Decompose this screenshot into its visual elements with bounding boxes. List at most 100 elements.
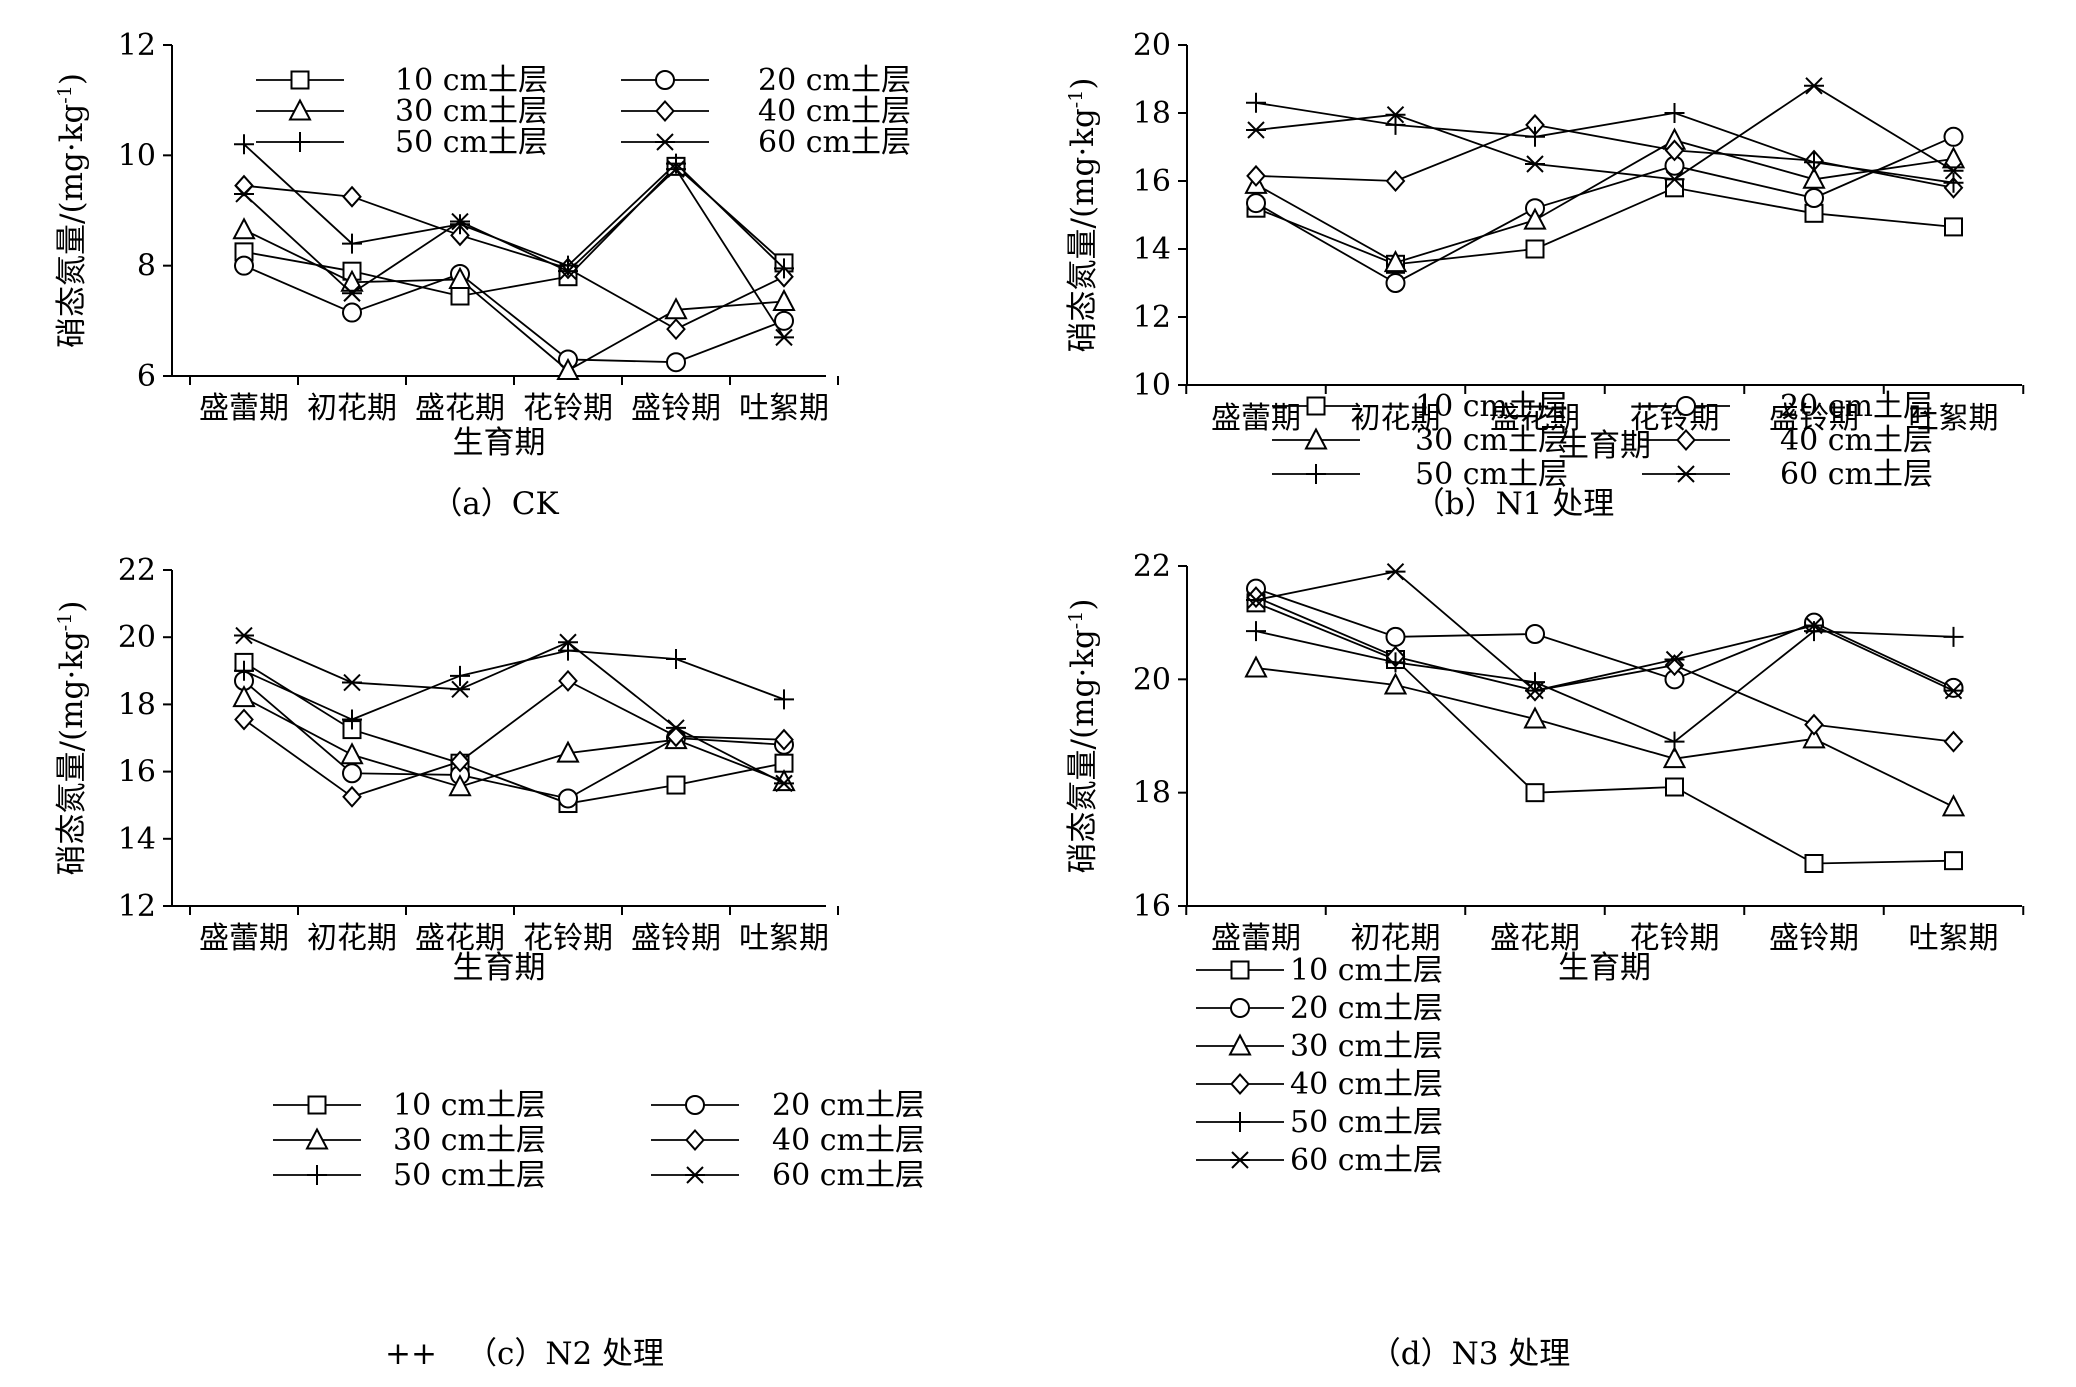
data-point bbox=[342, 673, 362, 692]
series-5 bbox=[1246, 621, 1964, 752]
series-line bbox=[1255, 135, 1954, 285]
data-point bbox=[774, 728, 794, 751]
data-point bbox=[774, 689, 794, 710]
x-tick-label: 花铃期 bbox=[523, 391, 613, 426]
series-4 bbox=[1246, 113, 1964, 199]
y-axis-title-sup: -1 bbox=[54, 85, 76, 104]
y-tick-label: 10 bbox=[118, 138, 156, 173]
panel-caption: （c）N2 处理 bbox=[466, 1336, 664, 1372]
y-tick-label: 18 bbox=[1133, 96, 1171, 131]
data-point bbox=[342, 185, 362, 208]
y-axis-title-sup: -1 bbox=[1065, 611, 1087, 630]
data-point bbox=[556, 740, 580, 763]
data-point bbox=[558, 633, 578, 651]
data-point bbox=[556, 357, 580, 380]
series-line bbox=[1255, 587, 1954, 689]
legend-label: 10 cm土层 bbox=[1290, 953, 1443, 988]
y-tick-label: 18 bbox=[1133, 776, 1171, 811]
data-point bbox=[558, 669, 578, 692]
legend-item: 50 cm土层 bbox=[1196, 1105, 1443, 1140]
legend-label: 30 cm土层 bbox=[1290, 1029, 1443, 1064]
x-tick-label: 吐絮期 bbox=[739, 921, 829, 956]
x-tick-label: 吐絮期 bbox=[1909, 401, 1999, 436]
x-tick-label: 盛花期 bbox=[415, 921, 505, 956]
series-line bbox=[1255, 123, 1954, 189]
y-axis-title: 硝态氮量/(mg·kg-1) bbox=[1065, 599, 1101, 874]
y-tick-label: 22 bbox=[118, 553, 156, 588]
series-6 bbox=[1246, 562, 1964, 700]
y-tick-label: 12 bbox=[1133, 300, 1171, 335]
data-point bbox=[1246, 193, 1266, 214]
legend-marker bbox=[655, 133, 675, 151]
data-point bbox=[1941, 794, 1966, 817]
x-tick-label: 盛铃期 bbox=[1769, 401, 1859, 436]
series-6 bbox=[1246, 77, 1964, 189]
x-tick-label: 盛蕾期 bbox=[1211, 921, 1301, 956]
series-line bbox=[1255, 101, 1954, 184]
y-axis-title-main: 硝态氮量/(mg·kg bbox=[54, 104, 90, 348]
data-point bbox=[774, 328, 794, 347]
series-6 bbox=[234, 160, 794, 347]
y-axis-title-main: 硝态氮量/(mg·kg bbox=[1065, 108, 1101, 352]
legend-label: 40 cm土层 bbox=[758, 94, 911, 129]
x-axis-title: 生育期 bbox=[1558, 950, 1651, 986]
x-axis-title: 生育期 bbox=[453, 950, 546, 986]
y-axis-title: 硝态氮量/(mg·kg-1) bbox=[54, 73, 90, 348]
data-point bbox=[1804, 616, 1824, 635]
data-point bbox=[340, 269, 364, 292]
series-line bbox=[1255, 601, 1954, 865]
data-point bbox=[666, 775, 686, 795]
data-point bbox=[340, 742, 364, 765]
legend-marker bbox=[1228, 1033, 1252, 1056]
data-point bbox=[450, 750, 470, 773]
data-point bbox=[450, 680, 470, 698]
series-line bbox=[1255, 186, 1954, 266]
series-line bbox=[243, 165, 785, 297]
series-line bbox=[243, 661, 785, 805]
legend-label: 40 cm土层 bbox=[1290, 1067, 1443, 1102]
data-point bbox=[666, 352, 686, 373]
data-point bbox=[1385, 170, 1406, 192]
legend-label: 50 cm土层 bbox=[1415, 457, 1568, 492]
series-6 bbox=[234, 626, 794, 793]
data-point bbox=[1246, 591, 1266, 609]
data-point bbox=[1804, 77, 1824, 95]
legend-marker bbox=[288, 98, 312, 121]
legend-label: 10 cm土层 bbox=[1415, 389, 1568, 424]
data-point bbox=[1525, 155, 1545, 173]
data-point bbox=[1804, 152, 1824, 173]
y-tick-label: 12 bbox=[118, 889, 156, 924]
legend-label: 30 cm土层 bbox=[395, 94, 548, 129]
legend-label: 40 cm土层 bbox=[772, 1123, 925, 1158]
series-5 bbox=[1246, 92, 1964, 193]
y-axis-title: 硝态氮量/(mg·kg-1) bbox=[1065, 78, 1101, 353]
series-3 bbox=[1244, 127, 1966, 273]
y-axis-title-main: 硝态氮量/(mg·kg bbox=[1065, 629, 1101, 873]
legend-label: 30 cm土层 bbox=[393, 1123, 546, 1158]
data-point bbox=[234, 174, 254, 197]
legend-item: 40 cm土层 bbox=[1642, 423, 1933, 458]
legend-label: 20 cm土层 bbox=[1290, 991, 1443, 1026]
series-line bbox=[243, 264, 785, 364]
data-point bbox=[342, 709, 362, 730]
legend-label: 10 cm土层 bbox=[395, 63, 548, 98]
series-line bbox=[243, 649, 785, 721]
data-point bbox=[232, 685, 256, 708]
legend-item: 30 cm土层 bbox=[256, 94, 548, 129]
legend-item: 10 cm土层 bbox=[1272, 389, 1568, 424]
series-line bbox=[1255, 667, 1954, 808]
x-tick-label: 花铃期 bbox=[1630, 921, 1720, 956]
data-point bbox=[1525, 681, 1545, 700]
panel-caption: （b）N1 处理 bbox=[1414, 486, 1615, 522]
data-point bbox=[1525, 624, 1545, 644]
legend-item: 40 cm土层 bbox=[1196, 1067, 1443, 1102]
series-line bbox=[1255, 596, 1954, 743]
data-point bbox=[1802, 726, 1826, 749]
legend-marker bbox=[685, 1129, 705, 1151]
legend-label: 20 cm土层 bbox=[772, 1088, 925, 1123]
series-line bbox=[243, 167, 785, 338]
data-point bbox=[342, 302, 362, 323]
